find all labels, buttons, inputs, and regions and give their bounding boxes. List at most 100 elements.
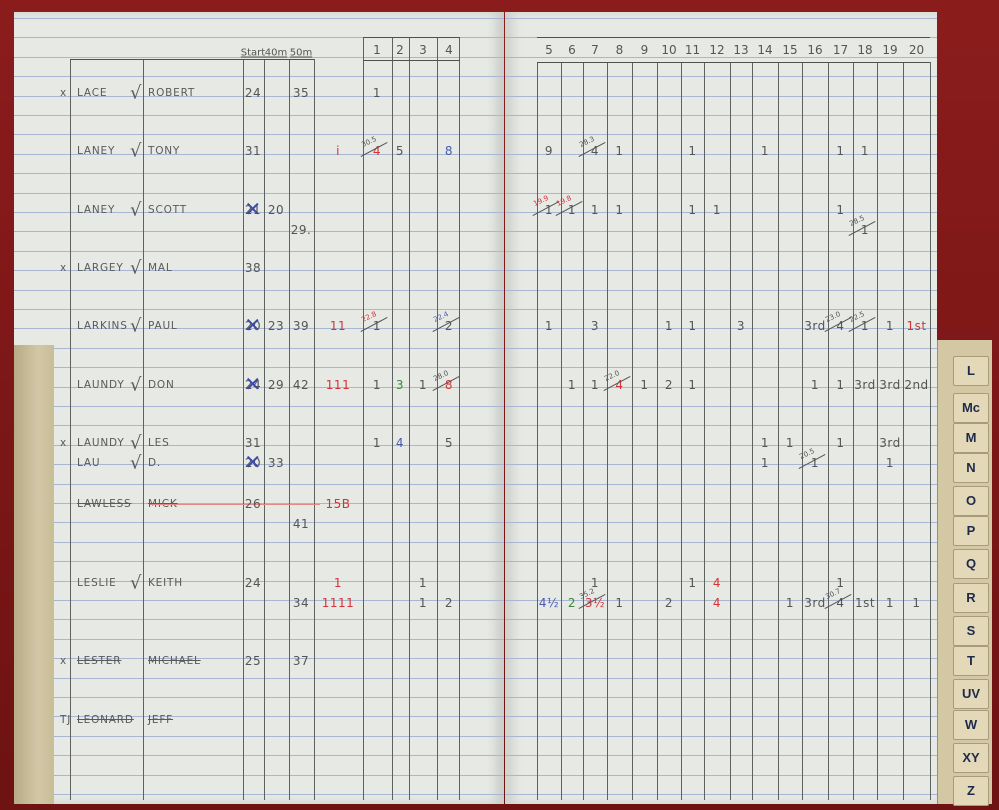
column-line (243, 59, 244, 800)
ruled-line (14, 173, 504, 175)
entry-cell: 4 (712, 595, 722, 610)
ruled-line (505, 503, 937, 504)
column-line (730, 62, 731, 800)
entry-cell: 2 (664, 595, 674, 610)
ruled-line (14, 367, 504, 369)
ruled-line (14, 638, 504, 640)
surname: LARKINS (77, 320, 128, 332)
entry-cell: 34 (292, 595, 310, 610)
tick-mark: √ (130, 374, 143, 396)
entry-cell: 1111 (321, 595, 355, 610)
entry-cell: 1 (688, 378, 697, 392)
header-m50: 50m (289, 47, 313, 59)
ruled-line (505, 483, 937, 485)
entry-cell: 1 (372, 319, 382, 333)
entry-cell: 1 (567, 203, 577, 217)
ruled-line (505, 561, 937, 563)
column-line (752, 62, 753, 800)
entry-cell: 1 (544, 319, 554, 333)
entry-cell: 9 (544, 144, 554, 158)
entry-cell: 24 (244, 576, 262, 590)
entry-mark: x (60, 87, 68, 99)
index-tab-xy[interactable]: XY (953, 743, 989, 773)
index-tab-n[interactable]: N (953, 453, 989, 483)
header-rule (70, 59, 314, 60)
entry-cell: 3½ (584, 595, 606, 610)
tick-mark: √ (130, 572, 143, 594)
entry-cell: 3 (395, 378, 405, 392)
entry-cell: 2 (664, 378, 674, 392)
entry-cell: 31 (244, 436, 262, 450)
index-tab-q[interactable]: Q (953, 549, 989, 579)
entry-cell: 1 (860, 222, 870, 237)
index-tab-r[interactable]: R (953, 583, 989, 613)
ruled-line (505, 309, 937, 310)
event-number-header: 13 (733, 43, 749, 57)
entry-cell: i (336, 144, 340, 158)
index-tab-p[interactable]: P (953, 516, 989, 546)
ruled-line (14, 289, 504, 291)
column-line (828, 62, 829, 800)
column-line (70, 59, 71, 800)
ruled-line (505, 425, 937, 427)
ruled-line (505, 153, 937, 155)
index-tab-l[interactable]: L (953, 356, 989, 386)
column-line (877, 62, 878, 800)
event-number-header: 3 (419, 43, 427, 57)
surname: LARGEY (77, 262, 124, 274)
event-number-header: 16 (807, 43, 823, 57)
ruled-line (14, 95, 504, 97)
index-tab-o[interactable]: O (953, 486, 989, 516)
ruled-line (14, 697, 504, 698)
index-tab-z[interactable]: Z (953, 776, 989, 806)
entry-cell: 4 (836, 319, 845, 333)
entry-cell: 1 (885, 455, 895, 470)
ruled-line (505, 755, 937, 757)
surname: LAWLESS (77, 498, 132, 510)
ruled-line (505, 677, 937, 679)
ruled-line (14, 37, 504, 39)
entry-cell: 1 (810, 455, 820, 470)
entry-cell: 3rd (854, 378, 876, 392)
index-tab-w[interactable]: W (953, 710, 989, 740)
index-tab-m[interactable]: M (953, 423, 989, 453)
ruled-line (14, 347, 504, 349)
tick-mark: √ (130, 257, 143, 279)
entry-mark: x (60, 437, 68, 449)
ruled-line (505, 464, 937, 466)
index-tab-mc[interactable]: Mc (953, 393, 989, 423)
tick-mark: √ (130, 432, 143, 454)
first-name: JEFF (148, 714, 174, 726)
first-name: D. (148, 456, 162, 469)
event-number-header: 20 (908, 43, 925, 57)
entry-cell: 20 ✕ (244, 315, 261, 335)
event-number-header: 19 (882, 43, 898, 57)
index-tab-uv[interactable]: UV (953, 679, 989, 709)
entry-cell: 1 (688, 144, 697, 158)
tick-mark: √ (130, 82, 143, 104)
entry-cell: 38 (244, 261, 262, 275)
tick-mark: √ (130, 140, 143, 162)
surname: LACE (77, 87, 108, 99)
column-line (289, 59, 290, 800)
ruled-line (14, 56, 504, 58)
surname: LAUNDY (77, 379, 125, 391)
entry-cell: 24 ✕ (244, 374, 261, 394)
entry-cell: 1 (418, 576, 428, 590)
index-tab-s[interactable]: S (953, 616, 989, 646)
ruled-line (505, 270, 937, 272)
ruled-line (505, 192, 937, 194)
ruled-line (14, 386, 504, 388)
ruled-line (505, 212, 937, 213)
ruled-line (14, 270, 504, 272)
entry-cell: 8 (444, 144, 454, 158)
column-line (264, 59, 265, 800)
entry-cell: 2 (444, 319, 454, 333)
index-tab-t[interactable]: T (953, 646, 989, 676)
entry-cell: 111 (325, 378, 351, 392)
entry-mark: x (60, 655, 68, 667)
entry-cell: 1 (688, 576, 697, 590)
entry-cell: 3 (590, 319, 600, 333)
tick-mark: √ (130, 452, 143, 473)
ruled-line (505, 716, 937, 718)
